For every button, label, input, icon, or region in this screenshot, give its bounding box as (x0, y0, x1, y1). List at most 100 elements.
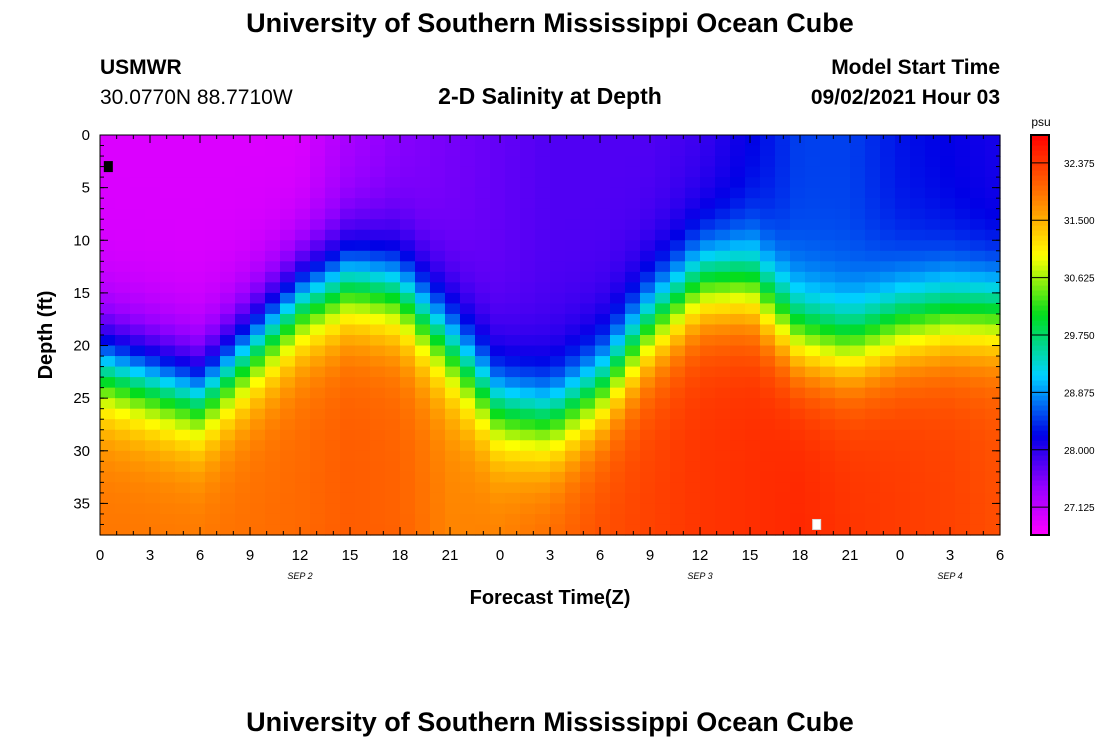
heatmap-cell (565, 429, 581, 441)
heatmap-cell (730, 292, 746, 305)
heatmap-cell (670, 313, 686, 326)
heatmap-cell (760, 135, 776, 147)
heatmap-cell (730, 356, 746, 368)
heatmap-cell (340, 398, 356, 410)
heatmap-cell (610, 271, 626, 283)
heatmap-cell (160, 208, 176, 220)
model-start-label: Model Start Time (831, 56, 1000, 79)
heatmap-cell (475, 166, 491, 178)
heatmap-cell (925, 524, 941, 536)
heatmap-cell (250, 208, 266, 220)
heatmap-cell (400, 429, 416, 441)
heatmap-cell (955, 198, 971, 210)
heatmap-cell (115, 492, 131, 505)
heatmap-cell (385, 187, 401, 199)
heatmap-cell (145, 387, 161, 399)
heatmap-cell (415, 292, 431, 305)
heatmap-cell (430, 166, 446, 178)
heatmap-cell (340, 187, 356, 199)
heatmap-cell (865, 303, 881, 315)
colorbar-swatch (1031, 505, 1049, 511)
heatmap-cell (160, 166, 176, 178)
heatmap-cell (715, 503, 731, 515)
heatmap-cell (865, 356, 881, 368)
heatmap-cell (340, 461, 356, 473)
heatmap-cell (310, 219, 326, 231)
colorbar-swatch (1031, 265, 1049, 271)
heatmap-cell (625, 513, 641, 526)
colorbar-swatch (1031, 410, 1049, 416)
heatmap-cell (865, 366, 881, 378)
heatmap-cell (625, 219, 641, 231)
heatmap-cell (100, 335, 116, 347)
heatmap-cell (880, 324, 896, 336)
heatmap-cell (715, 166, 731, 178)
heatmap-cell (910, 282, 926, 294)
heatmap-cell (115, 198, 131, 210)
heatmap-cell (850, 356, 866, 368)
heatmap-cell (280, 166, 296, 178)
heatmap-cell (775, 440, 791, 452)
colorbar-swatch (1031, 405, 1049, 411)
heatmap-cell (880, 177, 896, 189)
heatmap-cell (280, 503, 296, 515)
heatmap-cell (520, 387, 536, 399)
heatmap-cell (400, 377, 416, 389)
heatmap-cell (955, 229, 971, 241)
heatmap-cell (220, 345, 236, 357)
heatmap-cell (460, 303, 476, 315)
heatmap-cell (520, 419, 536, 431)
heatmap-cell (505, 471, 521, 483)
heatmap-cell (490, 524, 506, 536)
heatmap-cell (925, 461, 941, 473)
colorbar-unit: psu (1031, 115, 1050, 129)
heatmap-cell (880, 261, 896, 273)
heatmap-cell (115, 282, 131, 294)
heatmap-cell (370, 450, 386, 462)
heatmap-cell (715, 377, 731, 389)
heatmap-cell (550, 261, 566, 273)
heatmap-cell (430, 450, 446, 462)
heatmap-cell (190, 398, 206, 410)
heatmap-cell (145, 408, 161, 420)
heatmap-cell (760, 292, 776, 305)
heatmap-cell (190, 250, 206, 262)
heatmap-cell (895, 513, 911, 526)
heatmap-cell (715, 303, 731, 315)
heatmap-cell (235, 335, 251, 347)
heatmap-cell (445, 408, 461, 420)
heatmap-cell (130, 198, 146, 210)
heatmap-cell (100, 177, 116, 189)
colorbar-swatch (1031, 155, 1049, 161)
heatmap-cell (550, 229, 566, 241)
heatmap-cell (280, 303, 296, 315)
heatmap-cell (565, 250, 581, 262)
heatmap-cell (985, 292, 1001, 305)
heatmap-cell (415, 429, 431, 441)
heatmap-cell (730, 345, 746, 357)
heatmap-cell (880, 313, 896, 326)
heatmap-cell (160, 482, 176, 494)
heatmap-cell (745, 135, 761, 147)
heatmap-cell (490, 229, 506, 241)
heatmap-cell (835, 335, 851, 347)
heatmap-cell (610, 461, 626, 473)
heatmap-cell (835, 513, 851, 526)
heatmap-cell (235, 408, 251, 420)
heatmap-cell (280, 440, 296, 452)
heatmap-cell (700, 240, 716, 252)
heatmap-cell (820, 450, 836, 462)
heatmap-cell (475, 240, 491, 252)
heatmap-cell (130, 292, 146, 305)
heatmap-cell (745, 356, 761, 368)
heatmap-cell (340, 524, 356, 536)
x-tick-label: 9 (246, 547, 254, 564)
heatmap-cell (565, 313, 581, 326)
heatmap-cell (160, 398, 176, 410)
heatmap-cell (385, 461, 401, 473)
heatmap-cell (520, 135, 536, 147)
heatmap-cell (610, 492, 626, 505)
heatmap-cell (415, 261, 431, 273)
heatmap-cell (700, 166, 716, 178)
heatmap-cell (130, 471, 146, 483)
